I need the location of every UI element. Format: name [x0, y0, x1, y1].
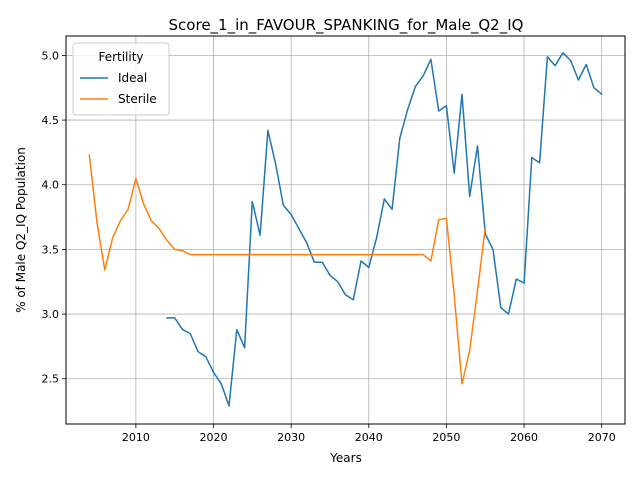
legend-box [72, 42, 170, 116]
x-tick-label: 2010 [122, 431, 150, 444]
x-tick-label: 2060 [510, 431, 538, 444]
y-tick-label: 4.0 [42, 179, 60, 192]
y-tick-label: 4.5 [42, 114, 60, 127]
y-tick-label: 2.5 [42, 373, 60, 386]
x-tick-label: 2040 [355, 431, 383, 444]
chart-title: Score_1_in_FAVOUR_SPANKING_for_Male_Q2_I… [169, 16, 524, 35]
plot-area-frame [65, 35, 626, 425]
series-line-ideal [166, 52, 603, 407]
legend-label-sterile: Sterile [118, 92, 157, 106]
y-axis-ticks: 2.5 3.0 3.5 4.0 4.5 5.0 [42, 49, 66, 386]
y-axis-label: % of Male Q2_IQ Population [14, 147, 28, 313]
x-tick-label: 2020 [200, 431, 228, 444]
legend-title: Fertility [98, 50, 143, 64]
y-tick-label: 3.0 [42, 308, 60, 321]
legend-label-ideal: Ideal [118, 71, 147, 85]
grid-lines [66, 36, 625, 424]
series-lines [88, 52, 603, 407]
x-tick-label: 2030 [277, 431, 305, 444]
x-tick-label: 2050 [432, 431, 460, 444]
y-tick-label: 5.0 [42, 49, 60, 62]
x-axis-ticks: 2010 2020 2030 2040 2050 2060 2070 [122, 424, 616, 444]
y-tick-label: 3.5 [42, 243, 60, 256]
legend: Fertility Ideal Sterile [72, 42, 170, 116]
x-tick-label: 2070 [588, 431, 616, 444]
x-axis-label: Years [329, 451, 362, 465]
series-line-sterile [88, 154, 487, 385]
